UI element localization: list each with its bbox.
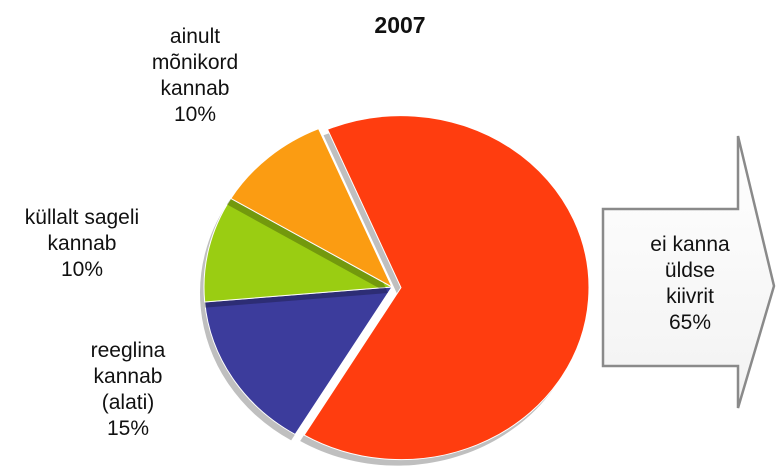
- pie-slice: [203, 197, 394, 303]
- slice-label: ainult mõnikord kannab 10%: [152, 24, 238, 128]
- value-label: 15%: [106, 417, 150, 440]
- callout-arrow: [601, 135, 776, 409]
- value-label: 65%: [668, 311, 712, 334]
- value-label: 10%: [173, 103, 217, 126]
- slice-label: küllalt sageli kannab 10%: [25, 205, 139, 283]
- pie-slice: [204, 286, 393, 436]
- slice-label: reeglina kannab (alati) 15%: [91, 338, 166, 442]
- category-label: küllalt sageli kannab: [24, 206, 140, 255]
- pie: [200, 115, 590, 466]
- slice-label: ei kanna üldse kiivrit 65%: [647, 232, 733, 336]
- value-label: 10%: [60, 258, 104, 281]
- chart-title: 2007: [374, 12, 426, 38]
- category-label: reeglina kannab (alati): [90, 339, 166, 414]
- pie-slice: [230, 128, 394, 289]
- category-label: ainult mõnikord kannab: [151, 25, 239, 100]
- category-label: ei kanna üldse kiivrit: [650, 233, 730, 308]
- pie-slice: [303, 115, 590, 461]
